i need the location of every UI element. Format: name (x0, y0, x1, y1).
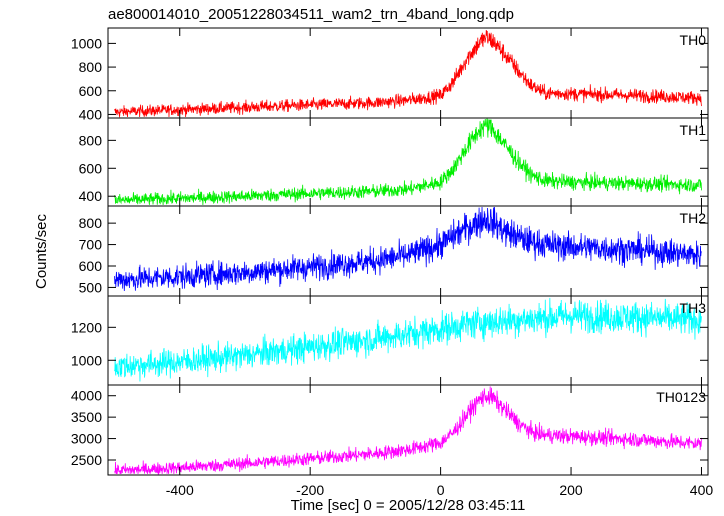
ytick-label: 800 (79, 59, 103, 75)
xtick-label: 400 (690, 482, 714, 498)
ytick-label: 4000 (71, 388, 102, 404)
xtick-label: -200 (296, 482, 324, 498)
ytick-label: 700 (79, 237, 103, 253)
series-line-th1 (114, 118, 702, 206)
series-line-th3 (114, 297, 702, 382)
xtick-label: 0 (437, 482, 445, 498)
y-axis-label: Counts/sec (33, 213, 50, 289)
series-line-th0 (114, 29, 702, 119)
ytick-label: 2500 (71, 452, 102, 468)
panel-frame-th0123 (107, 384, 709, 476)
xtick-label: -400 (166, 482, 194, 498)
panel-frame-th0 (107, 27, 709, 119)
ytick-label: 3000 (71, 431, 102, 447)
panel-label-th0: TH0 (680, 32, 707, 48)
panel-frame-th2 (107, 205, 709, 297)
ytick-label: 800 (79, 215, 103, 231)
ytick-label: 1200 (71, 319, 102, 335)
ytick-label: 600 (79, 83, 103, 99)
panel-frame-th3 (107, 295, 709, 386)
x-axis-label: Time [sec] 0 = 2005/12/28 03:45:11 (291, 497, 526, 514)
ytick-label: 3500 (71, 409, 102, 425)
ytick-label: 1000 (71, 352, 102, 368)
ytick-label: 500 (79, 279, 103, 295)
ytick-label: 600 (79, 258, 103, 274)
series-line-th2 (114, 206, 702, 292)
panel-label-th1: TH1 (680, 122, 707, 138)
ytick-label: 800 (79, 132, 103, 148)
panel-label-th3: TH3 (680, 300, 707, 316)
xtick-label: 200 (559, 482, 583, 498)
series-line-th0123 (114, 386, 702, 475)
panel-label-th2: TH2 (680, 210, 707, 226)
panel-label-th0123: TH0123 (656, 389, 706, 405)
ytick-label: 400 (79, 106, 103, 122)
panel-frame-th1 (107, 117, 709, 207)
ytick-label: 600 (79, 160, 103, 176)
chart-title: ae800014010_20051228034511_wam2_trn_4ban… (108, 6, 514, 23)
ytick-label: 1000 (71, 35, 102, 51)
ytick-label: 400 (79, 188, 103, 204)
